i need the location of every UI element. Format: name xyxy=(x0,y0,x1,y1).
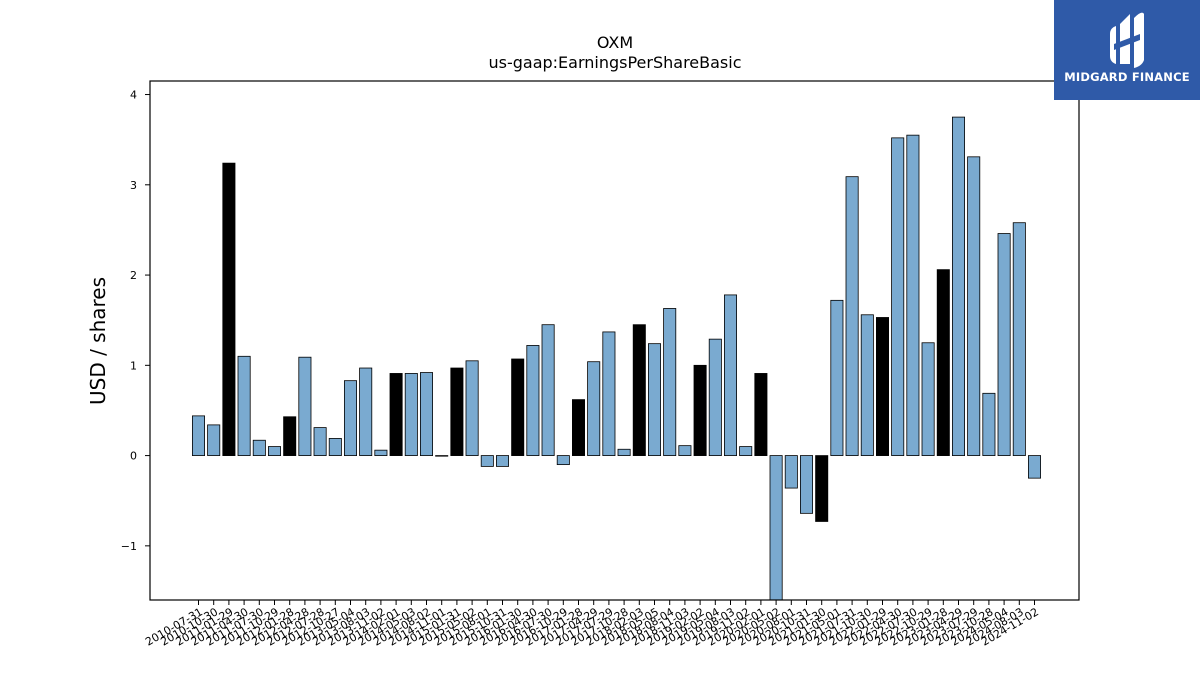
bar-2022-01-29 xyxy=(876,317,890,456)
logo-text: MIDGARD FINANCE xyxy=(1064,70,1190,84)
plot-frame xyxy=(149,80,1080,601)
bar-2013-11-02 xyxy=(374,449,388,456)
bar-2016-07-30 xyxy=(541,324,555,456)
bar-2020-02-01 xyxy=(754,373,768,456)
bar-2012-07-28 xyxy=(313,427,327,456)
y-tick-label: 3 xyxy=(130,179,137,192)
y-tick-label: 4 xyxy=(130,89,137,102)
bar-2010-07-31 xyxy=(191,415,205,456)
y-tick-label: 2 xyxy=(130,269,137,282)
bar-2015-05-02 xyxy=(465,360,479,456)
y-axis: −1 0 1 2 3 4 xyxy=(121,89,150,553)
bar-2020-10-31 xyxy=(800,455,814,514)
y-axis-label: USD / shares xyxy=(86,277,110,405)
bar-2015-08-01 xyxy=(480,455,494,467)
bar-2021-05-01 xyxy=(830,299,844,456)
bar-2018-11-03 xyxy=(678,445,692,456)
bar-2017-10-28 xyxy=(617,448,631,456)
bar-2022-07-30 xyxy=(906,134,920,456)
bar-2023-01-28 xyxy=(936,269,950,456)
bar-2020-05-02 xyxy=(769,455,783,601)
bar-2019-05-04 xyxy=(708,338,722,456)
bar-2024-08-03 xyxy=(1012,222,1026,456)
bar-2019-08-03 xyxy=(724,294,738,456)
bar-2015-01-31 xyxy=(450,367,464,456)
bar-2012-01-28 xyxy=(283,416,297,456)
bar-2012-10-27 xyxy=(328,438,342,456)
bar-2016-10-29 xyxy=(556,455,570,466)
bar-2021-07-31 xyxy=(845,176,859,456)
bar-2022-04-30 xyxy=(891,137,905,456)
bar-2019-11-02 xyxy=(739,446,753,456)
bar-2020-08-01 xyxy=(784,455,798,489)
bar-2016-04-30 xyxy=(526,345,540,456)
midgard-logo-icon xyxy=(1110,12,1144,69)
bar-2017-04-29 xyxy=(587,361,601,456)
chart-title: OXM xyxy=(597,33,633,52)
bar-2024-11-02 xyxy=(1028,455,1042,479)
bar-2017-01-28 xyxy=(572,399,586,456)
bar-2013-08-03 xyxy=(359,367,373,456)
bar-2011-01-29 xyxy=(222,162,236,456)
y-tick-label: 1 xyxy=(130,359,137,372)
logo-badge: MIDGARD FINANCE xyxy=(1054,0,1200,100)
bar-2019-02-02 xyxy=(693,364,707,456)
bar-2010-10-30 xyxy=(207,424,221,456)
bar-2024-05-04 xyxy=(997,233,1011,456)
bar-2011-10-29 xyxy=(267,446,281,456)
y-tick-label: 0 xyxy=(130,450,137,463)
bar-2012-04-28 xyxy=(298,356,312,456)
bar-2023-07-29 xyxy=(967,156,981,456)
bar-2014-05-03 xyxy=(404,373,418,456)
bar-2021-10-30 xyxy=(860,314,874,456)
bar-2011-04-30 xyxy=(237,355,251,456)
bars-group xyxy=(191,116,1042,601)
bar-2023-10-28 xyxy=(982,392,996,456)
bar-2014-08-02 xyxy=(419,372,433,456)
bar-2014-02-01 xyxy=(389,373,403,456)
bar-2017-07-29 xyxy=(602,331,616,456)
bar-2023-04-29 xyxy=(952,116,966,456)
bar-2016-01-30 xyxy=(511,358,525,456)
bar-2018-05-05 xyxy=(648,343,662,456)
bar-2018-02-03 xyxy=(632,324,646,456)
bar-2013-05-04 xyxy=(343,380,357,456)
bar-2022-10-29 xyxy=(921,342,935,456)
bar-2011-07-30 xyxy=(252,439,266,456)
bar-2021-01-30 xyxy=(815,455,829,522)
bar-2015-10-31 xyxy=(495,455,509,467)
x-axis: 2010-07-312010-10-302011-01-292011-04-30… xyxy=(143,600,1041,649)
bar-2018-08-04 xyxy=(663,308,677,456)
chart-subtitle: us-gaap:EarningsPerShareBasic xyxy=(488,53,741,72)
y-tick-label: −1 xyxy=(121,540,137,553)
bar-2014-11-01 xyxy=(435,455,449,457)
